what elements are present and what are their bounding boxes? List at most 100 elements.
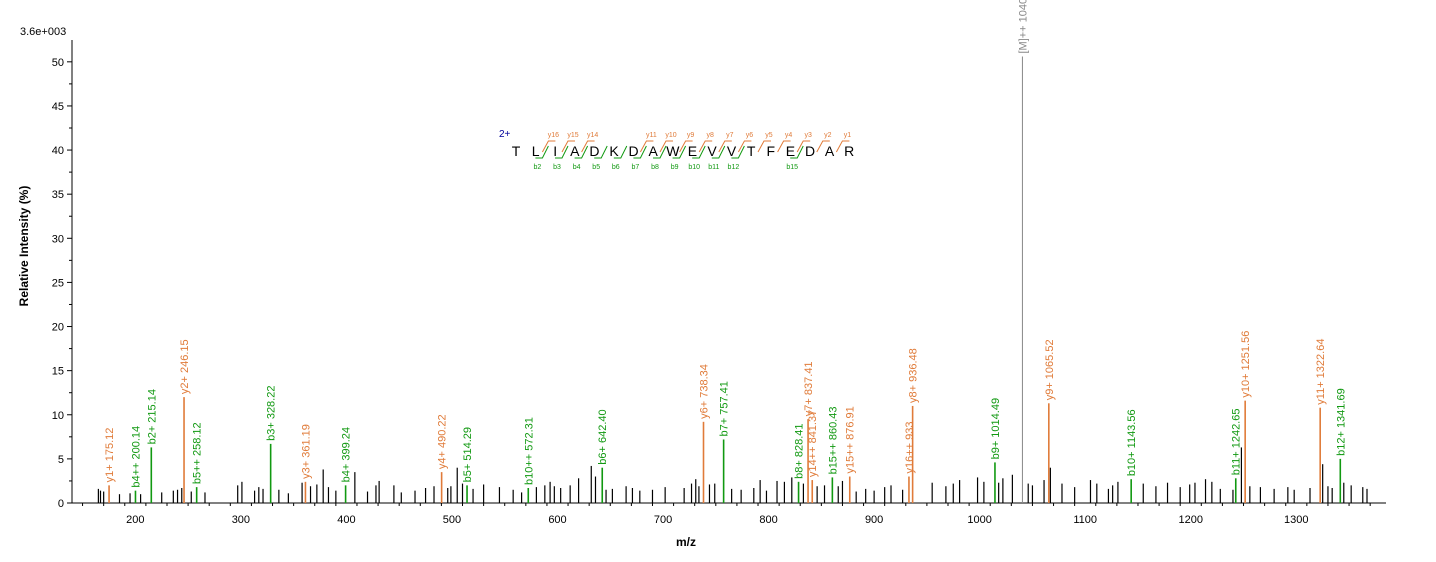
- peak-label: b9+ 1014.49: [990, 398, 1002, 459]
- b-ion-bracket: [555, 145, 569, 159]
- peak-label: b8+ 828.41: [794, 423, 806, 478]
- y-ion-bracket: [737, 140, 752, 153]
- peak-label: b5+ 514.29: [462, 427, 474, 482]
- y-tick-label: 15: [52, 366, 64, 378]
- y-ion-label: y11: [646, 132, 657, 139]
- annotated-peaks: [108, 56, 1342, 503]
- peak-label: y10+ 1251.56: [1240, 331, 1252, 398]
- b-ion-bracket: [653, 145, 667, 159]
- y-ion-label: y16: [548, 132, 559, 139]
- y-ion-bracket: [561, 140, 575, 153]
- peak-label: b15++ 860.43: [827, 407, 839, 475]
- peak-label: b4++ 200.14: [130, 426, 142, 488]
- b-ion-label: b4: [573, 164, 581, 171]
- charge-state: 2+: [499, 129, 511, 140]
- b-ion-bracket: [731, 145, 745, 159]
- sequence-residue: D: [629, 143, 639, 159]
- y-ion-label: y7: [726, 132, 734, 139]
- peak-label: b4+ 399.24: [341, 427, 353, 482]
- y-ion-bracket: [679, 140, 693, 153]
- x-tick-label: 1200: [1179, 514, 1203, 526]
- sequence-residue: R: [844, 143, 854, 159]
- y-ion-label: y1: [844, 132, 852, 139]
- y-ion-label: y6: [746, 132, 754, 139]
- b-ion-bracket: [692, 145, 706, 159]
- y-ion-bracket: [639, 140, 654, 153]
- x-axis-title: m/z: [676, 535, 696, 549]
- peak-label: b11+ 1242.65: [1231, 409, 1243, 476]
- x-tick-label: 500: [443, 514, 461, 526]
- y-tick-label: 5: [58, 454, 64, 466]
- y-ion-label: y5: [765, 132, 773, 139]
- y-ion-label: y8: [706, 132, 714, 139]
- x-tick-label: 800: [759, 514, 777, 526]
- y-ion-label: y14: [587, 132, 598, 139]
- y-tick-label: 50: [52, 57, 64, 69]
- y-ion-bracket: [796, 140, 811, 153]
- b-ion-bracket: [790, 145, 804, 159]
- b-ion-bracket: [672, 145, 687, 159]
- y-ion-bracket: [757, 140, 771, 153]
- x-tick-label: 1100: [1073, 514, 1097, 526]
- x-tick-label: 600: [548, 514, 566, 526]
- peak-label: b10++ 572.31: [523, 417, 535, 485]
- y-ion-bracket: [835, 140, 850, 153]
- b-ion-label: b15: [786, 164, 798, 171]
- y-ion-label: y10: [665, 132, 676, 139]
- b-ion-bracket: [594, 145, 608, 159]
- b-ion-bracket: [574, 145, 589, 159]
- peak-label: b6+ 642.40: [597, 409, 609, 464]
- y-ion-bracket: [698, 140, 713, 153]
- x-tick-label: 400: [337, 514, 355, 526]
- b-ion-label: b7: [632, 164, 640, 171]
- sequence-residue: D: [805, 143, 815, 159]
- unlabeled-peaks: [97, 447, 1368, 503]
- sequence-residue: V: [707, 143, 717, 159]
- sequence-residue: E: [786, 143, 795, 159]
- b-ion-label: b6: [612, 164, 620, 171]
- peak-label: b3+ 328.22: [266, 386, 278, 441]
- peak-labels: y1+ 175.12 b4++ 200.14 b2+ 215.14 y2+ 246.1…: [104, 0, 1347, 488]
- y-ion-bracket: [659, 140, 673, 153]
- y-tick-label: 40: [52, 145, 64, 157]
- sequence-residue: E: [688, 143, 697, 159]
- b-ion-bracket: [535, 145, 549, 159]
- b-ion-label: b3: [553, 164, 561, 171]
- y-ion-label: y15: [567, 132, 578, 139]
- y-tick-label: 25: [52, 277, 64, 289]
- b-ion-label: b9: [671, 164, 679, 171]
- b-ion-bracket: [613, 145, 628, 159]
- peak-label: y9+ 1065.52: [1044, 339, 1056, 400]
- peak-label: y3+ 361.19: [300, 424, 312, 479]
- b-ion-label: b2: [534, 164, 542, 171]
- y-tick-label: 35: [52, 189, 64, 201]
- y-ion-label: y4: [785, 132, 793, 139]
- sequence-residue: V: [727, 143, 737, 159]
- sequence-residue: A: [825, 143, 835, 159]
- y-tick-label: 30: [52, 233, 64, 245]
- sequence-residue: K: [609, 143, 619, 159]
- y-ion-bracket: [777, 140, 791, 153]
- peak-label: y7+ 837.41: [803, 361, 815, 416]
- sequence-residue: W: [666, 143, 680, 159]
- y-ion-bracket: [541, 140, 556, 153]
- peak-label: y6+ 738.34: [699, 364, 711, 419]
- b-ion-label: b10: [688, 164, 700, 171]
- peak-label: b5++ 258.12: [192, 422, 204, 484]
- x-tick-label: 900: [865, 514, 883, 526]
- y-ticks: 0 5 10 15 20 25 30 35 40 45 50: [52, 57, 72, 510]
- x-tick-label: 300: [232, 514, 250, 526]
- peak-label: y8+ 936.48: [908, 348, 920, 403]
- sequence-residue: F: [767, 143, 776, 159]
- sequence-residue: D: [589, 143, 599, 159]
- peak-label: y16++ 933: [904, 422, 916, 474]
- peak-label: b2+ 215.14: [146, 389, 158, 444]
- sequence-residue: I: [553, 143, 557, 159]
- b-ion-bracket: [711, 145, 726, 159]
- sequence-residue: T: [747, 143, 756, 159]
- y-ion-bracket: [816, 140, 830, 153]
- x-tick-label: 1300: [1284, 514, 1308, 526]
- x-ticks: 200 300 400 500 600 700 800 900 1000 1100 1200 1300: [82, 503, 1371, 526]
- sequence-residue: L: [532, 143, 540, 159]
